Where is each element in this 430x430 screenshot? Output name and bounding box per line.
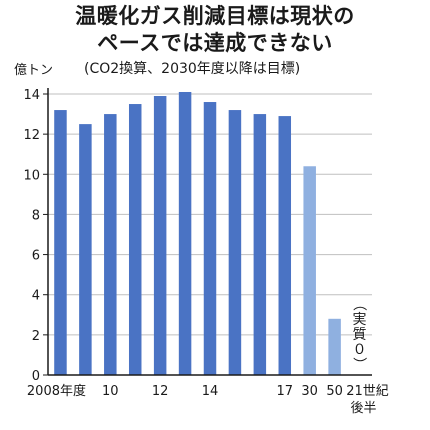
y-tick-label: 10 <box>23 168 40 183</box>
tick-labels: 0 2 4 6 8 10 12 14 2008年度 10 12 14 17 30 50 21世紀後半 （実質０） <box>23 88 388 416</box>
y-tick-label: 12 <box>23 128 40 143</box>
y-tick-label: 4 <box>32 289 40 304</box>
annotation-char: （ <box>351 297 367 311</box>
y-tick-label: 8 <box>32 208 40 223</box>
annotation-char: ） <box>351 357 367 371</box>
bars <box>54 91 341 376</box>
x-tick-label: 21世紀後半 <box>346 384 389 416</box>
chart-title-line1: 温暖化ガス削減目標は現状の <box>75 4 355 28</box>
bar <box>203 102 217 376</box>
chart-title-line2: ペースでは達成できない <box>97 31 333 55</box>
bar <box>278 116 292 375</box>
x-tick-label: 50 <box>326 384 343 399</box>
bar <box>79 124 92 375</box>
annotation-net-zero: （実質０） <box>351 297 367 371</box>
bar <box>253 114 267 376</box>
x-tick-label: 2008年度 <box>27 383 86 399</box>
annotation-char: 質 <box>353 327 367 343</box>
y-axis-unit-label: 億トン <box>14 63 54 78</box>
y-tick-label: 2 <box>32 329 40 344</box>
y-tick-label: 14 <box>23 88 40 103</box>
x-tick-label: 30 <box>301 384 318 399</box>
y-tick-label: 0 <box>32 369 40 384</box>
x-tick-label: 12 <box>152 384 169 399</box>
axes <box>43 88 372 376</box>
x-tick-label: 14 <box>202 384 219 399</box>
bar <box>303 166 316 375</box>
y-tick-label: 6 <box>32 249 40 264</box>
bar <box>328 318 341 375</box>
x-tick-label: 10 <box>102 384 119 399</box>
annotation-char: 実 <box>353 312 367 328</box>
bar <box>228 110 242 376</box>
bar <box>153 96 167 375</box>
annotation-char: ０ <box>353 342 367 358</box>
bar <box>54 110 67 376</box>
bar <box>128 104 142 376</box>
x-tick-label: 17 <box>276 384 293 399</box>
chart-subtitle: (CO2換算、2030年度以降は目標) <box>84 61 301 77</box>
bar <box>178 91 192 375</box>
bar <box>104 114 117 376</box>
